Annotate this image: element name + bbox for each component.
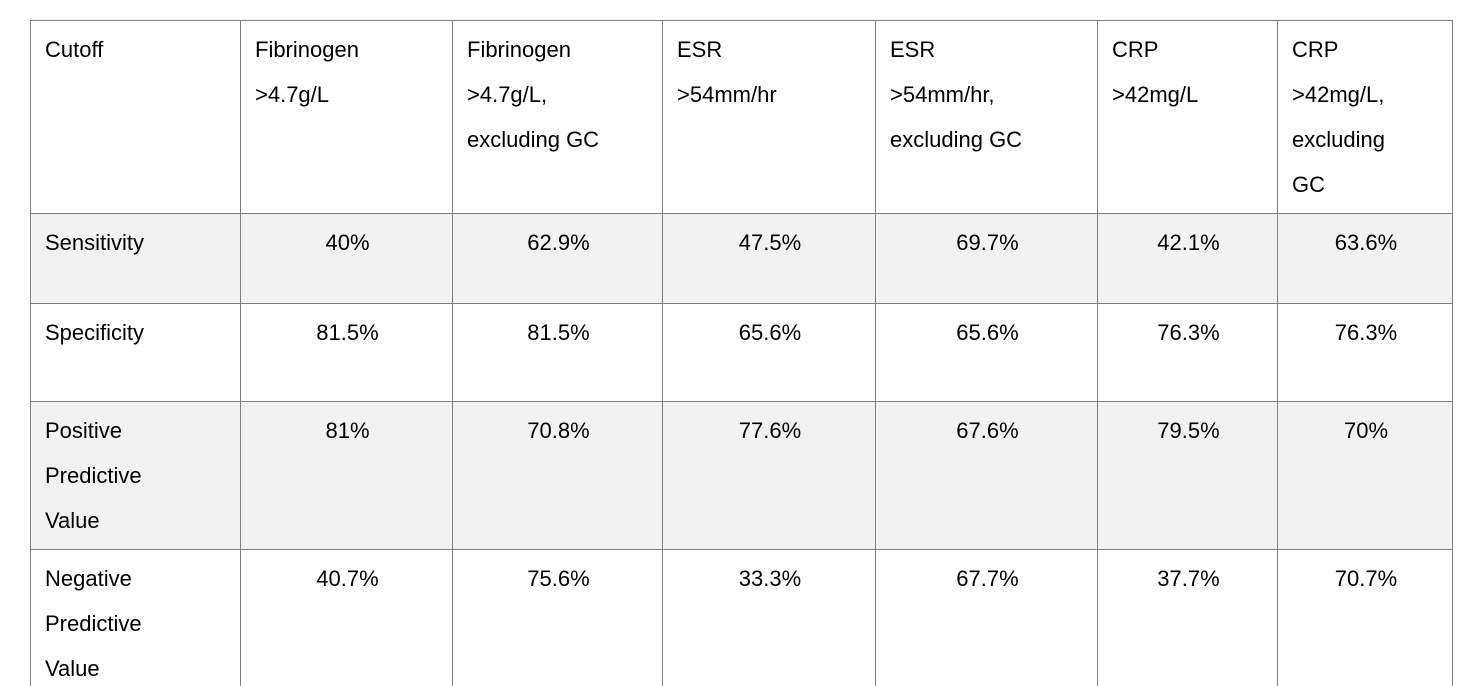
value-cell: 75.6% (452, 549, 663, 686)
value-cell: 77.6% (662, 401, 876, 550)
value-cell: 40.7% (240, 549, 453, 686)
value-cell: 65.6% (875, 303, 1098, 402)
row-label: Sensitivity (30, 213, 241, 304)
table-row-specificity: Specificity 81.5% 81.5% 65.6% 65.6% 76.3… (30, 303, 1453, 402)
header-esr: ESR >54mm/hr (662, 20, 876, 214)
header-crp-excl-gc: CRP >42mg/L, excluding GC (1277, 20, 1453, 214)
value-cell: 67.6% (875, 401, 1098, 550)
value-cell: 81% (240, 401, 453, 550)
value-cell: 62.9% (452, 213, 663, 304)
header-fibrinogen-excl-gc: Fibrinogen >4.7g/L, excluding GC (452, 20, 663, 214)
value-cell: 67.7% (875, 549, 1098, 686)
value-cell: 81.5% (452, 303, 663, 402)
header-cutoff: Cutoff (30, 20, 241, 214)
value-cell: 63.6% (1277, 213, 1453, 304)
header-fibrinogen: Fibrinogen >4.7g/L (240, 20, 453, 214)
value-cell: 81.5% (240, 303, 453, 402)
value-cell: 70.7% (1277, 549, 1453, 686)
row-label: Negative Predictive Value (30, 549, 241, 686)
header-esr-excl-gc: ESR >54mm/hr, excluding GC (875, 20, 1098, 214)
value-cell: 69.7% (875, 213, 1098, 304)
row-label: Specificity (30, 303, 241, 402)
value-cell: 37.7% (1097, 549, 1278, 686)
value-cell: 65.6% (662, 303, 876, 402)
table-row-positive-predictive-value: Positive Predictive Value 81% 70.8% 77.6… (30, 401, 1453, 550)
value-cell: 76.3% (1097, 303, 1278, 402)
value-cell: 76.3% (1277, 303, 1453, 402)
header-crp: CRP >42mg/L (1097, 20, 1278, 214)
table-header-row: Cutoff Fibrinogen >4.7g/L Fibrinogen >4.… (30, 20, 1453, 214)
value-cell: 79.5% (1097, 401, 1278, 550)
row-label: Positive Predictive Value (30, 401, 241, 550)
diagnostic-stats-table: Cutoff Fibrinogen >4.7g/L Fibrinogen >4.… (30, 20, 1453, 686)
value-cell: 40% (240, 213, 453, 304)
value-cell: 42.1% (1097, 213, 1278, 304)
table-row-sensitivity: Sensitivity 40% 62.9% 47.5% 69.7% 42.1% … (30, 213, 1453, 304)
table-row-negative-predictive-value: Negative Predictive Value 40.7% 75.6% 33… (30, 549, 1453, 686)
value-cell: 33.3% (662, 549, 876, 686)
value-cell: 70% (1277, 401, 1453, 550)
value-cell: 70.8% (452, 401, 663, 550)
value-cell: 47.5% (662, 213, 876, 304)
